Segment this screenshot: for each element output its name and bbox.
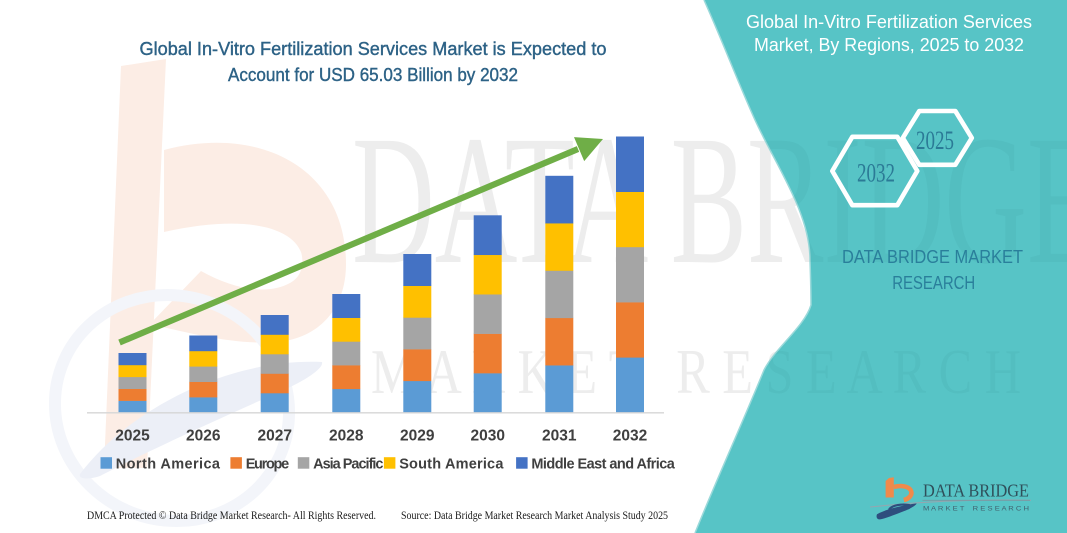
- svg-text:DATA BRIDGE MARKET: DATA BRIDGE MARKET: [842, 246, 1023, 267]
- svg-text:Europe: Europe: [246, 456, 289, 472]
- svg-text:M A R K E T R E S E A R C H: M A R K E T R E S E A R C H: [923, 506, 1029, 513]
- svg-text:Account for USD 65.03 Billion: Account for USD 65.03 Billion by 2032: [228, 64, 518, 85]
- svg-text:Market, By Regions, 2025 to 20: Market, By Regions, 2025 to 2032: [754, 35, 1024, 55]
- svg-text:Middle East and Africa: Middle East and Africa: [531, 456, 675, 472]
- svg-text:Global In-Vitro Fertilization: Global In-Vitro Fertilization Services M…: [140, 38, 607, 59]
- svg-text:2025: 2025: [916, 126, 954, 155]
- svg-text:DATA BRIDGE: DATA BRIDGE: [923, 481, 1029, 501]
- svg-text:2032: 2032: [613, 428, 647, 445]
- svg-text:2031: 2031: [542, 428, 577, 445]
- svg-text:2027: 2027: [257, 428, 291, 445]
- svg-text:2028: 2028: [329, 428, 364, 445]
- svg-text:Asia Pacific: Asia Pacific: [313, 456, 383, 472]
- svg-text:2025: 2025: [115, 428, 150, 445]
- svg-text:2032: 2032: [857, 159, 895, 188]
- svg-text:RESEARCH: RESEARCH: [892, 272, 975, 293]
- svg-text:DMCA Protected © Data Bridge M: DMCA Protected © Data Bridge Market Rese…: [87, 510, 376, 522]
- svg-text:2026: 2026: [186, 428, 221, 445]
- svg-text:South America: South America: [399, 456, 504, 472]
- svg-text:Source: Data Bridge Market Res: Source: Data Bridge Market Research Mark…: [401, 510, 668, 522]
- svg-text:North America: North America: [116, 456, 221, 472]
- svg-text:2029: 2029: [400, 428, 435, 445]
- svg-text:2030: 2030: [470, 428, 504, 445]
- svg-text:Global In-Vitro Fertilization: Global In-Vitro Fertilization Services: [746, 12, 1032, 32]
